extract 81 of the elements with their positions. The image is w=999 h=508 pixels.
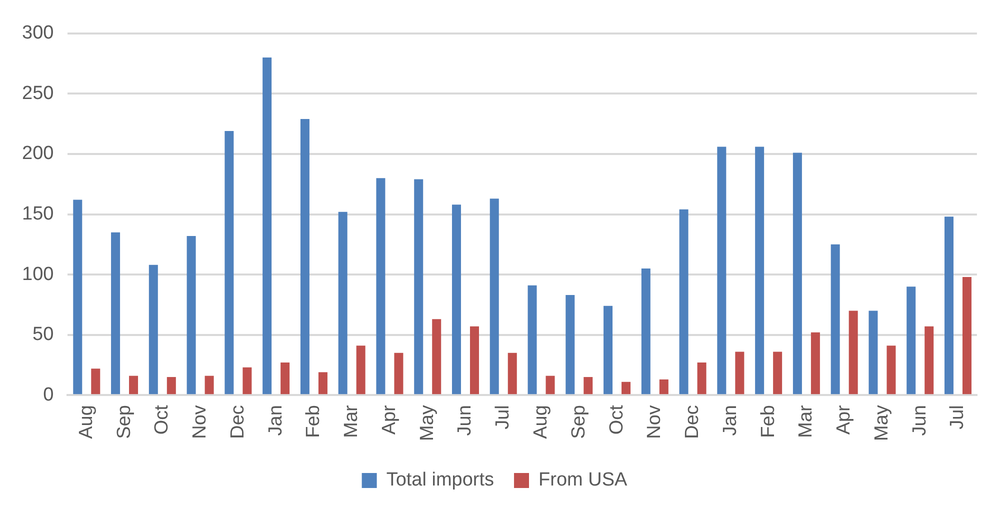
bar bbox=[186, 236, 196, 394]
bar bbox=[148, 264, 158, 394]
bar bbox=[962, 276, 972, 394]
x-tick-label: Oct bbox=[606, 404, 628, 435]
x-tick-label: Aug bbox=[76, 405, 97, 439]
y-tick-label: 50 bbox=[32, 324, 54, 346]
x-tick-label: Oct bbox=[152, 404, 173, 435]
bar bbox=[659, 379, 668, 394]
bar bbox=[604, 306, 613, 394]
legend-label: From USA bbox=[538, 470, 628, 491]
y-tick-label: 0 bbox=[43, 384, 54, 406]
x-tick-label: May bbox=[871, 404, 892, 442]
bar bbox=[584, 377, 593, 394]
bar bbox=[906, 286, 916, 394]
y-tick-label: 250 bbox=[22, 82, 54, 104]
bar bbox=[792, 152, 802, 394]
bar bbox=[204, 376, 214, 394]
bar bbox=[717, 146, 726, 394]
x-tick-label: Aug bbox=[530, 405, 552, 439]
y-tick-label: 300 bbox=[22, 22, 54, 44]
bar bbox=[91, 368, 100, 394]
y-tick-label: 200 bbox=[22, 143, 54, 164]
x-tick-label: Dec bbox=[227, 405, 248, 439]
legend-label: Total imports bbox=[386, 470, 494, 491]
bar bbox=[848, 310, 858, 394]
bar bbox=[679, 209, 688, 394]
bar bbox=[528, 285, 537, 394]
bar bbox=[338, 212, 348, 394]
bar bbox=[356, 346, 366, 394]
bar bbox=[129, 376, 138, 394]
bar bbox=[73, 200, 82, 394]
bar bbox=[830, 244, 840, 394]
bar bbox=[300, 119, 310, 394]
bar bbox=[262, 58, 272, 394]
x-tick-label: Jun bbox=[454, 405, 476, 436]
bar bbox=[773, 352, 782, 394]
bar bbox=[376, 178, 386, 394]
y-tick-label: 150 bbox=[22, 203, 54, 224]
bar bbox=[318, 372, 328, 394]
bar bbox=[394, 352, 404, 394]
bar bbox=[242, 367, 252, 394]
bar bbox=[641, 268, 650, 394]
y-tick-label: 100 bbox=[22, 264, 54, 285]
x-tick-label: Feb bbox=[303, 405, 324, 438]
bar bbox=[697, 362, 706, 394]
x-tick-label: Dec bbox=[682, 405, 704, 439]
bar bbox=[452, 204, 461, 394]
x-tick-label: Sep bbox=[568, 405, 590, 439]
bar bbox=[735, 352, 744, 394]
x-tick-label: Apr bbox=[834, 404, 855, 435]
x-tick-label: Sep bbox=[114, 405, 135, 439]
bar bbox=[432, 319, 442, 394]
x-tick-label: Mar bbox=[796, 404, 817, 438]
bar bbox=[166, 377, 176, 394]
bar bbox=[868, 310, 878, 394]
bar bbox=[490, 198, 499, 394]
bar bbox=[924, 326, 934, 394]
bar bbox=[886, 346, 896, 394]
x-tick-label: Nov bbox=[644, 404, 666, 439]
bar bbox=[810, 332, 820, 394]
bar bbox=[280, 362, 290, 394]
bar bbox=[414, 179, 424, 394]
bar bbox=[755, 146, 764, 394]
x-tick-label: Jul bbox=[492, 405, 514, 430]
bar bbox=[944, 216, 954, 394]
bar bbox=[622, 382, 631, 394]
bar bbox=[470, 326, 479, 394]
x-tick-label: Jan bbox=[720, 405, 741, 436]
bar bbox=[566, 295, 575, 394]
bar bbox=[546, 376, 555, 394]
x-tick-label: Apr bbox=[378, 404, 400, 435]
x-tick-label: May bbox=[416, 404, 438, 442]
x-tick-label: Feb bbox=[758, 405, 779, 438]
bar bbox=[508, 352, 517, 394]
bar bbox=[111, 232, 120, 394]
x-tick-label: Jan bbox=[265, 405, 286, 436]
x-tick-label: Nov bbox=[190, 404, 211, 439]
x-tick-label: Jul bbox=[947, 405, 968, 430]
x-tick-label: Jun bbox=[909, 405, 930, 436]
bar bbox=[224, 131, 234, 394]
x-tick-label: Mar bbox=[341, 404, 362, 438]
